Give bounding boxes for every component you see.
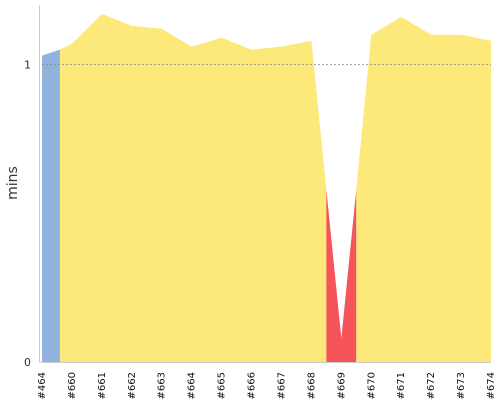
y-tick-label: 0 bbox=[24, 356, 31, 369]
x-tick-label: #674 bbox=[486, 372, 497, 399]
area-segment-0 bbox=[42, 49, 60, 362]
x-tick-label: #665 bbox=[217, 372, 228, 399]
area-segment-1 bbox=[59, 13, 327, 363]
x-tick-label: #663 bbox=[157, 372, 168, 399]
area-segment-3 bbox=[356, 16, 491, 363]
x-tick-label: #668 bbox=[306, 372, 317, 399]
areas-layer bbox=[42, 13, 491, 363]
x-tick-label: #671 bbox=[396, 372, 407, 399]
x-tick-label: #661 bbox=[97, 372, 108, 399]
area-segment-2 bbox=[326, 189, 357, 362]
x-tick-label: #664 bbox=[187, 372, 198, 399]
labels-layer: 0 1 #464 #660 #661 #662 #663 #664 #665 #666 #667 #6… bbox=[24, 59, 497, 400]
x-tick-label: #667 bbox=[276, 372, 287, 399]
x-tick-label: #673 bbox=[456, 372, 467, 399]
y-axis-label: mins bbox=[5, 166, 21, 200]
x-tick-label: #672 bbox=[426, 372, 437, 399]
x-tick-label: #660 bbox=[67, 372, 78, 399]
y-tick-label: 1 bbox=[24, 59, 31, 72]
x-tick-label: #669 bbox=[336, 372, 347, 399]
x-tick-label: #666 bbox=[247, 372, 258, 399]
x-tick-label: #464 bbox=[37, 372, 48, 399]
x-tick-label: #662 bbox=[127, 372, 138, 399]
axes-layer bbox=[39, 5, 491, 363]
x-tick-label: #670 bbox=[366, 372, 377, 399]
